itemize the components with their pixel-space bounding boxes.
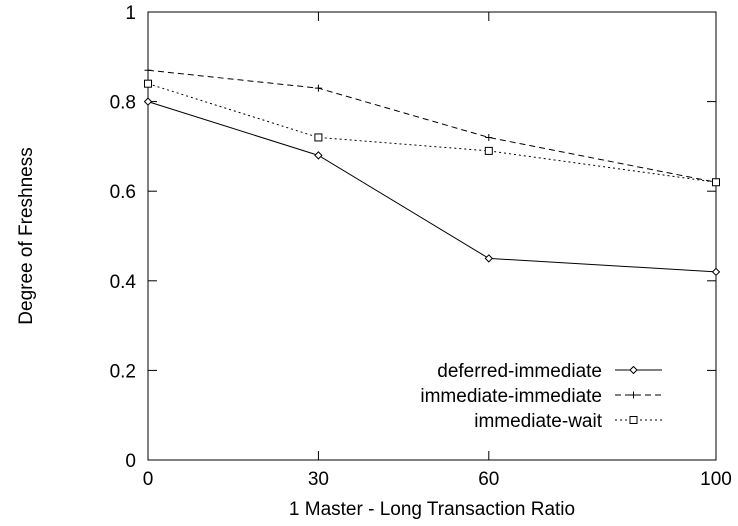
legend-entry: deferred-immediate [437,361,662,382]
legend: deferred-immediate immediate-immediate imm… [420,361,662,432]
legend-entry: immediate-immediate [420,386,662,407]
data-point [711,267,721,277]
tick-labels: 0 0.2 0.4 0.6 0.8 1 0 30 60 100 [110,3,732,490]
series-layer [143,66,721,277]
legend-marker [629,416,638,424]
y-tick-label: 0.2 [110,361,136,382]
legend-label: deferred-immediate [437,361,602,382]
y-tick-label: 0 [125,451,136,472]
x-axis-label: 1 Master - Long Transaction Ratio [289,499,575,520]
data-point [485,133,493,141]
tick-marks [147,11,717,461]
legend-label: immediate-immediate [420,386,602,407]
data-point [484,146,493,155]
y-tick-label: 0.6 [110,182,136,203]
legend-marker [630,391,637,399]
series-1 [143,97,721,277]
legend-entry: immediate-wait [474,411,662,432]
series-line [147,69,717,183]
x-tick-label: 100 [700,469,732,490]
data-point [484,254,494,263]
data-point [314,133,323,142]
data-point [314,151,323,160]
y-tick-label: 0.8 [110,93,136,114]
series-3 [144,79,720,187]
x-tick-label: 0 [143,469,154,490]
data-point [144,79,152,88]
legend-label: immediate-wait [474,411,602,432]
plot-frame [147,11,717,461]
y-axis-label: Degree of Freshness [16,147,37,324]
y-tick-label: 0.4 [110,272,137,293]
series-line [147,101,717,273]
x-tick-label: 30 [308,469,329,490]
series-line [147,83,717,183]
data-point [143,97,153,106]
data-point [144,66,152,74]
x-tick-label: 60 [478,469,499,490]
data-point [314,84,322,92]
data-point [712,178,720,187]
legend-marker [629,365,638,375]
series-2 [144,66,720,186]
y-tick-label: 1 [125,3,136,24]
